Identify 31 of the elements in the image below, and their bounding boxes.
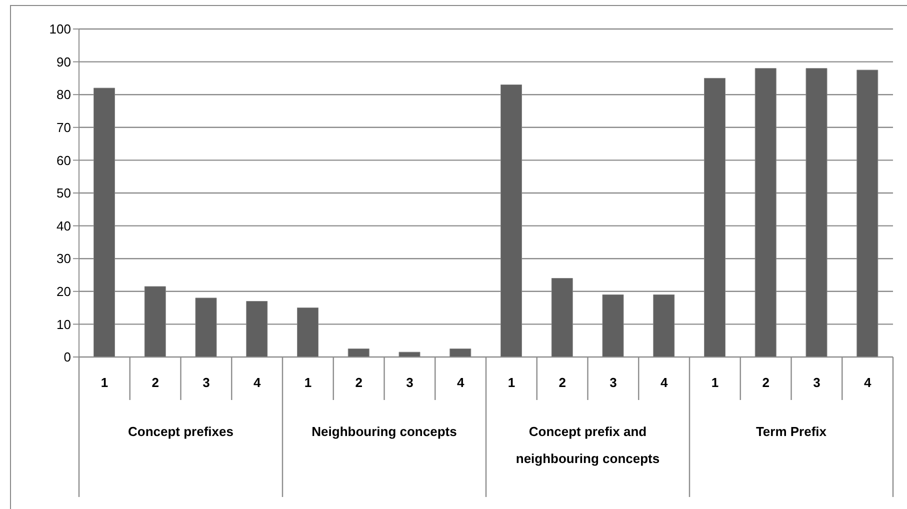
x-tick-label: 1 [100, 375, 108, 390]
y-tick-label: 20 [56, 284, 71, 300]
x-tick-label: 1 [711, 375, 719, 390]
x-tick-label: 2 [152, 375, 159, 390]
y-tick-label: 50 [56, 186, 71, 201]
y-tick-label: 0 [64, 350, 71, 365]
x-tick-label: 4 [864, 375, 872, 390]
x-tick-label: 3 [202, 375, 210, 390]
y-tick-label: 80 [56, 87, 71, 102]
y-tick-label: 70 [56, 120, 71, 136]
x-tick-label: 4 [253, 375, 262, 390]
y-tick-label: 30 [56, 251, 71, 266]
x-tick-label: 1 [508, 375, 516, 390]
y-tick-label: 40 [56, 218, 71, 234]
x-tick-label: 3 [813, 375, 820, 390]
x-tick-label: 4 [660, 375, 668, 390]
x-tick-label: 2 [558, 375, 566, 390]
x-tick-label: 4 [456, 375, 465, 390]
x-tick-label: 2 [762, 375, 770, 390]
text: Term Prefix [754, 423, 828, 441]
y-tick-label: 90 [56, 54, 71, 70]
text: Concept prefixes [127, 423, 234, 441]
x-tick-label: 1 [304, 375, 312, 390]
y-tick-label: 10 [56, 316, 71, 332]
y-tick-label: 100 [49, 22, 71, 37]
text: Neighbouring concepts [310, 423, 458, 441]
y-tick-label: 60 [56, 152, 71, 168]
x-tick-label: 3 [610, 375, 617, 390]
text: Concept prefix and neighbouring concepts [514, 423, 661, 468]
x-tick-label: 3 [406, 375, 414, 390]
x-tick-label: 2 [355, 375, 362, 390]
